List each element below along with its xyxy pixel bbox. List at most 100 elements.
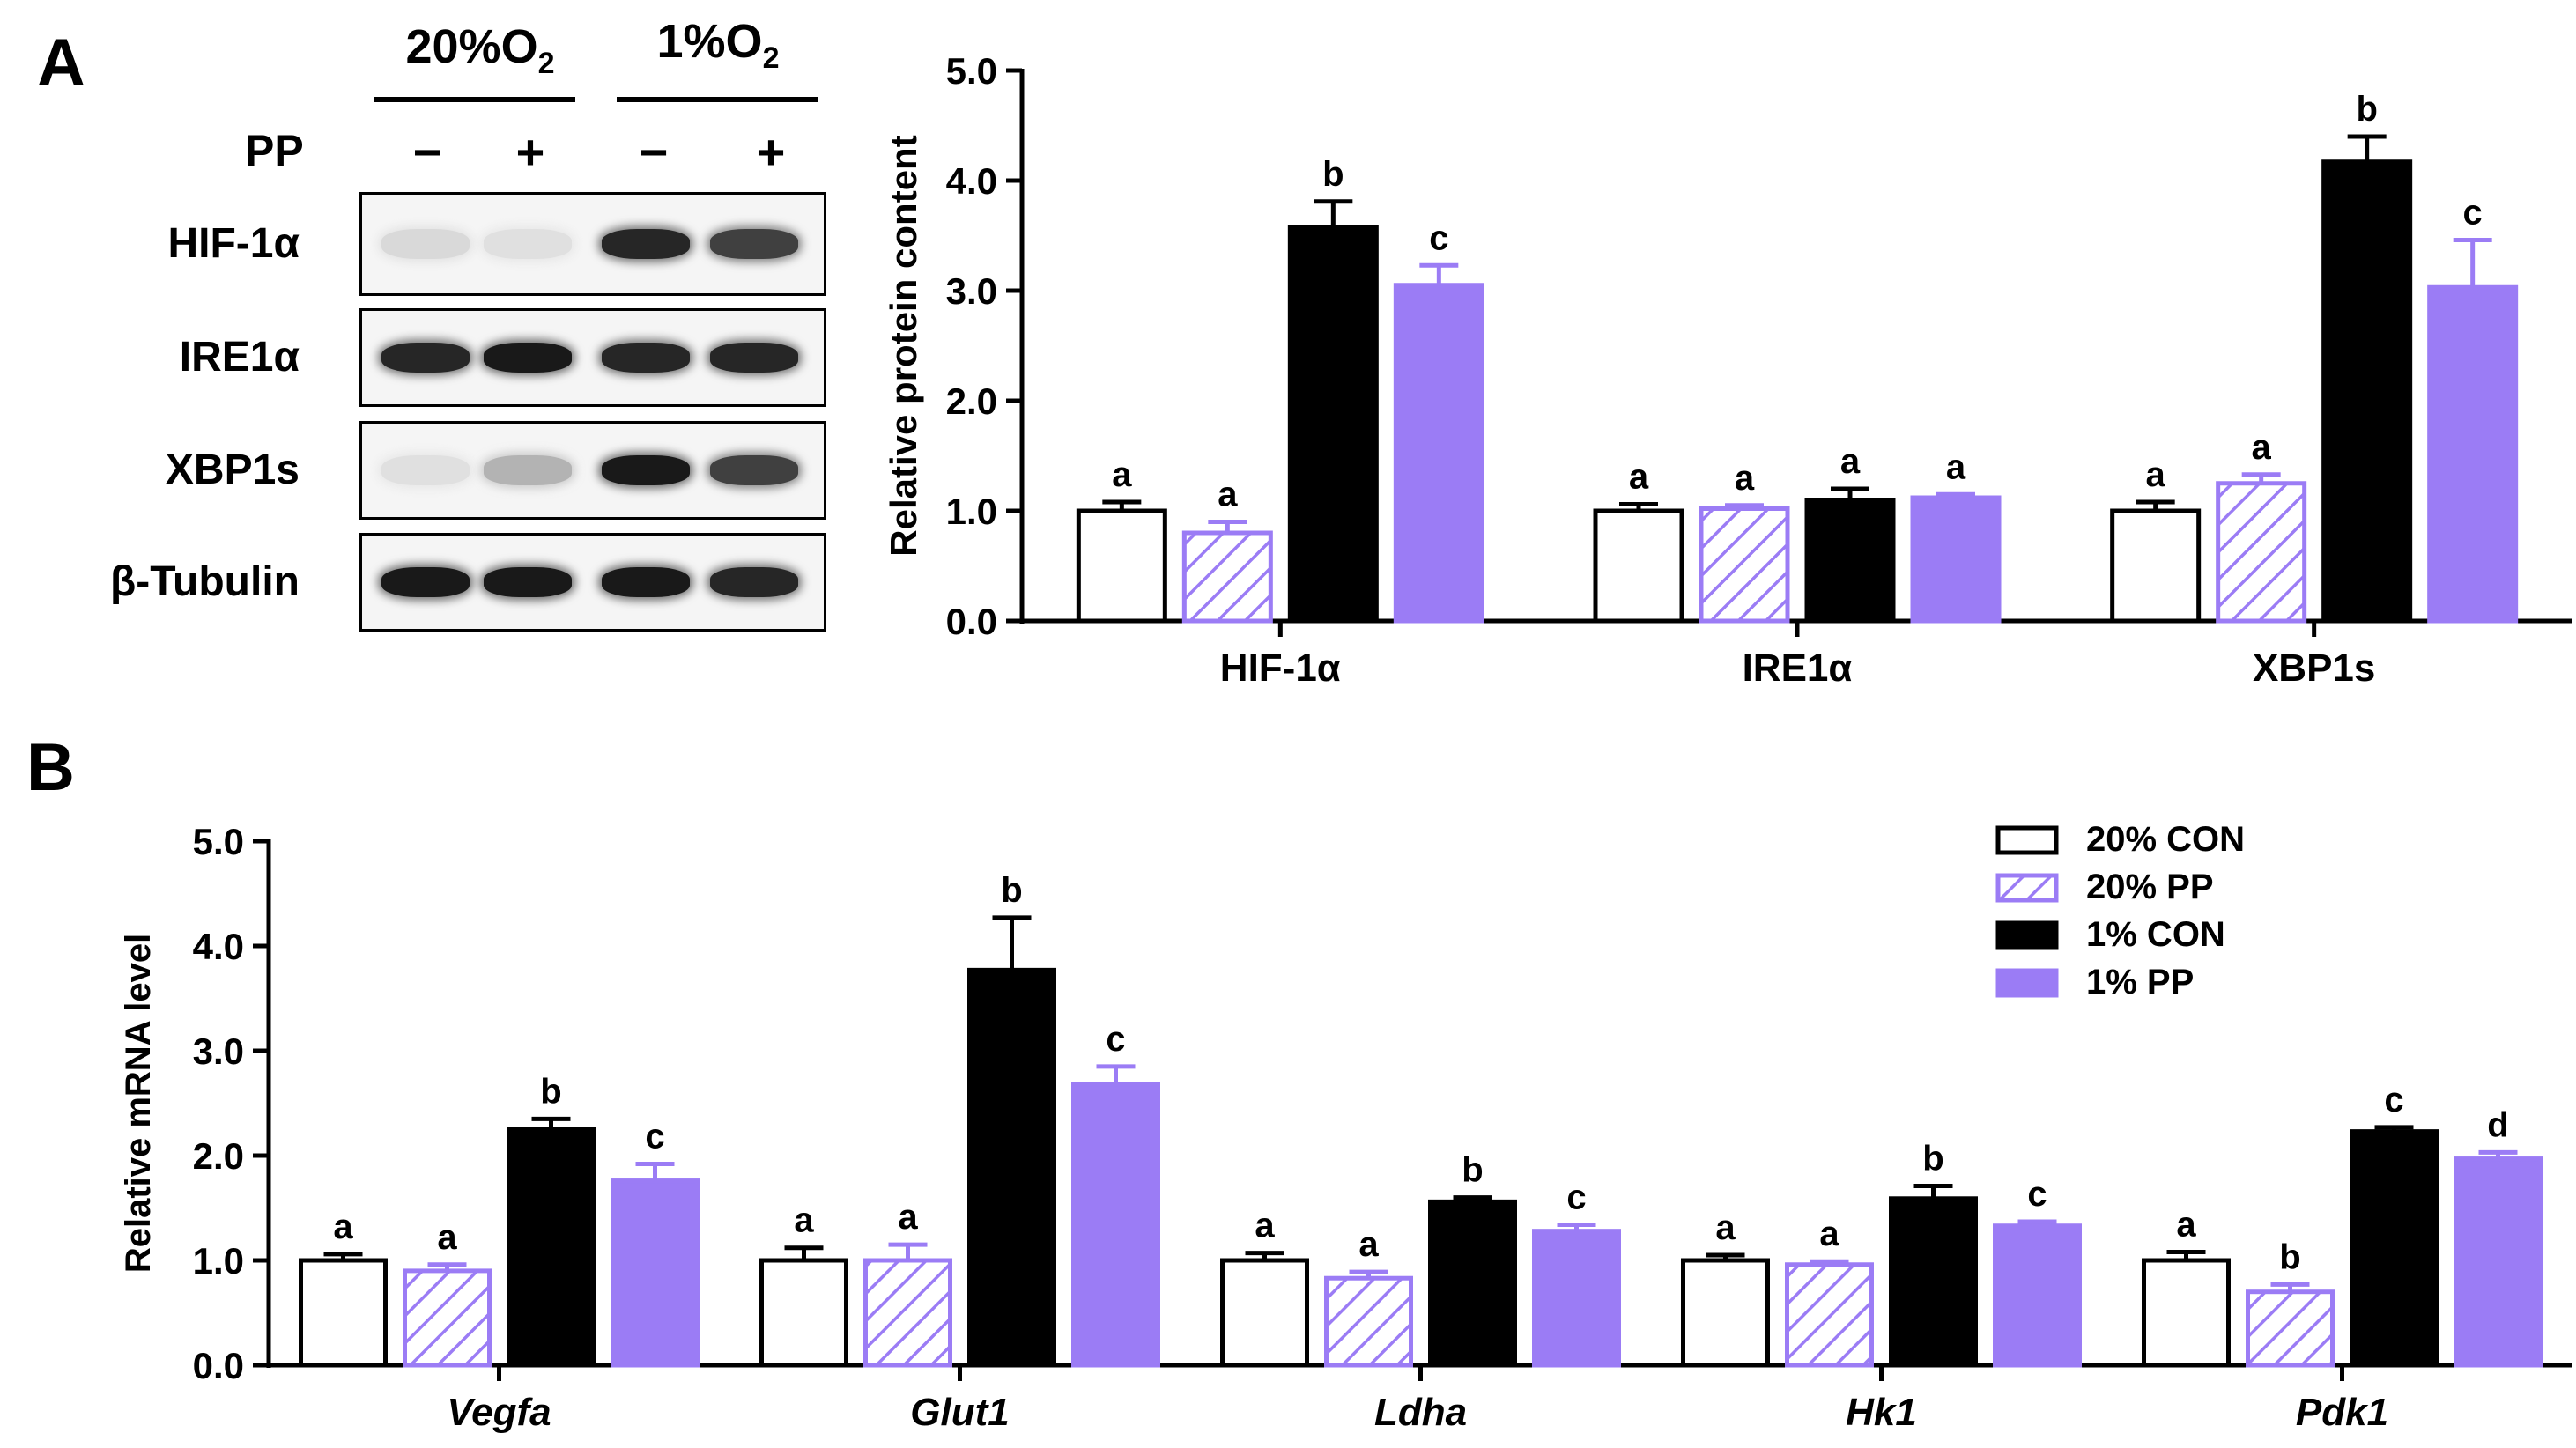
legend-swatch [1995, 920, 2059, 950]
bar [1804, 498, 1896, 624]
bar [1532, 1229, 1621, 1368]
bar [507, 1127, 596, 1368]
blot-strip [359, 308, 826, 407]
pp-sign: − [412, 124, 442, 180]
blot-row-label: β-Tubulin [110, 558, 300, 605]
blot-row-label: IRE1α [179, 334, 300, 380]
bar [1393, 283, 1484, 624]
significance-letter: b [2279, 1237, 2300, 1276]
bar [863, 1258, 952, 1368]
bar [1324, 1275, 1413, 1368]
bar [1428, 1199, 1517, 1368]
pp-sign: − [639, 124, 669, 180]
legend-label: 1% CON [2086, 915, 2225, 954]
blot-band [484, 567, 572, 597]
bar [2454, 1156, 2543, 1368]
blot-band [381, 567, 470, 597]
bar [2427, 284, 2519, 624]
x-tick-label: Pdk1 [2296, 1391, 2388, 1434]
bar [1681, 1258, 1770, 1368]
significance-letter: c [1429, 218, 1448, 257]
significance-letter: b [1462, 1151, 1483, 1190]
y-tick-label: 1.0 [946, 491, 997, 532]
significance-letter: c [1106, 1020, 1125, 1059]
blot-band [484, 229, 572, 259]
y-tick-label: 2.0 [946, 380, 997, 422]
x-tick-label: Vegfa [447, 1391, 551, 1434]
x-tick-label: HIF-1α [1220, 646, 1341, 690]
blot-band [710, 455, 798, 485]
blot-band [710, 229, 798, 259]
bar [1287, 225, 1379, 624]
significance-letter: a [437, 1218, 457, 1257]
blot-strip [359, 421, 826, 520]
significance-letter: a [1735, 459, 1755, 498]
blot-band [602, 229, 690, 259]
x-tick-label: Ldha [1374, 1391, 1467, 1434]
bar [611, 1178, 700, 1368]
significance-letter: b [2356, 90, 2377, 129]
significance-letter: c [2463, 194, 2483, 233]
significance-letter: b [1322, 155, 1344, 194]
bar [2350, 1129, 2439, 1368]
significance-letter: a [1819, 1215, 1839, 1253]
y-tick-label: 0.0 [193, 1345, 244, 1386]
bar [1785, 1262, 1874, 1368]
x-tick-label: IRE1α [1743, 646, 1853, 690]
pp-sign: + [756, 124, 786, 180]
significance-letter: a [1946, 447, 1966, 486]
blot-band [381, 343, 470, 373]
blot-band [602, 567, 690, 597]
bar [1993, 1223, 2082, 1368]
blot-band [602, 343, 690, 373]
y-tick-label: 5.0 [946, 50, 997, 92]
bar [2321, 159, 2413, 624]
bar [759, 1258, 848, 1368]
significance-letter: a [2146, 455, 2166, 494]
bar [299, 1258, 388, 1368]
significance-letter: a [333, 1208, 353, 1246]
condition-label-1: 1%O2 [656, 15, 780, 75]
significance-letter: c [645, 1118, 664, 1156]
legend-label: 20% PP [2086, 868, 2214, 906]
blot-row-label: HIF-1α [167, 220, 300, 267]
significance-letter: c [1566, 1178, 1586, 1217]
panel-letter-a: A [37, 26, 85, 100]
bar [2216, 481, 2307, 624]
y-tick-label: 3.0 [193, 1031, 244, 1072]
blot-strip [359, 533, 826, 632]
significance-letter: c [2027, 1175, 2047, 1214]
legend-label: 20% CON [2086, 820, 2245, 859]
significance-letter: a [1358, 1225, 1379, 1264]
x-tick-label: Glut1 [910, 1391, 1009, 1434]
legend-swatch [1995, 873, 2059, 903]
y-tick-label: 4.0 [946, 160, 997, 202]
bar [967, 967, 1056, 1368]
condition-line-1 [617, 97, 818, 102]
bar [2110, 508, 2202, 624]
bar [1181, 530, 1273, 624]
condition-label-20: 20%O2 [405, 20, 555, 80]
significance-letter: a [898, 1198, 918, 1237]
significance-letter: b [1001, 871, 1022, 910]
y-axis-label: Relative mRNA level [119, 934, 158, 1273]
significance-letter: a [2252, 428, 2272, 467]
blot-band [710, 343, 798, 373]
condition-line-20 [374, 97, 575, 102]
bar [403, 1268, 492, 1368]
bar [1699, 506, 1790, 624]
western-blot: 20%O2 1%O2 PP − + − + HIF-1α IRE1α XBP1s β-… [0, 0, 846, 652]
significance-letter: a [2176, 1205, 2196, 1244]
significance-letter: a [794, 1201, 814, 1240]
significance-letter: a [1218, 476, 1238, 514]
bar [1071, 1082, 1160, 1368]
significance-letter: a [1255, 1207, 1275, 1245]
blot-strip [359, 192, 826, 296]
significance-letter: a [1629, 458, 1649, 497]
blot-band [602, 455, 690, 485]
significance-letter: a [1840, 442, 1861, 481]
x-tick-label: XBP1s [2253, 646, 2375, 690]
bar [2246, 1289, 2335, 1368]
significance-letter: a [1112, 455, 1132, 494]
significance-letter: d [2487, 1105, 2508, 1144]
